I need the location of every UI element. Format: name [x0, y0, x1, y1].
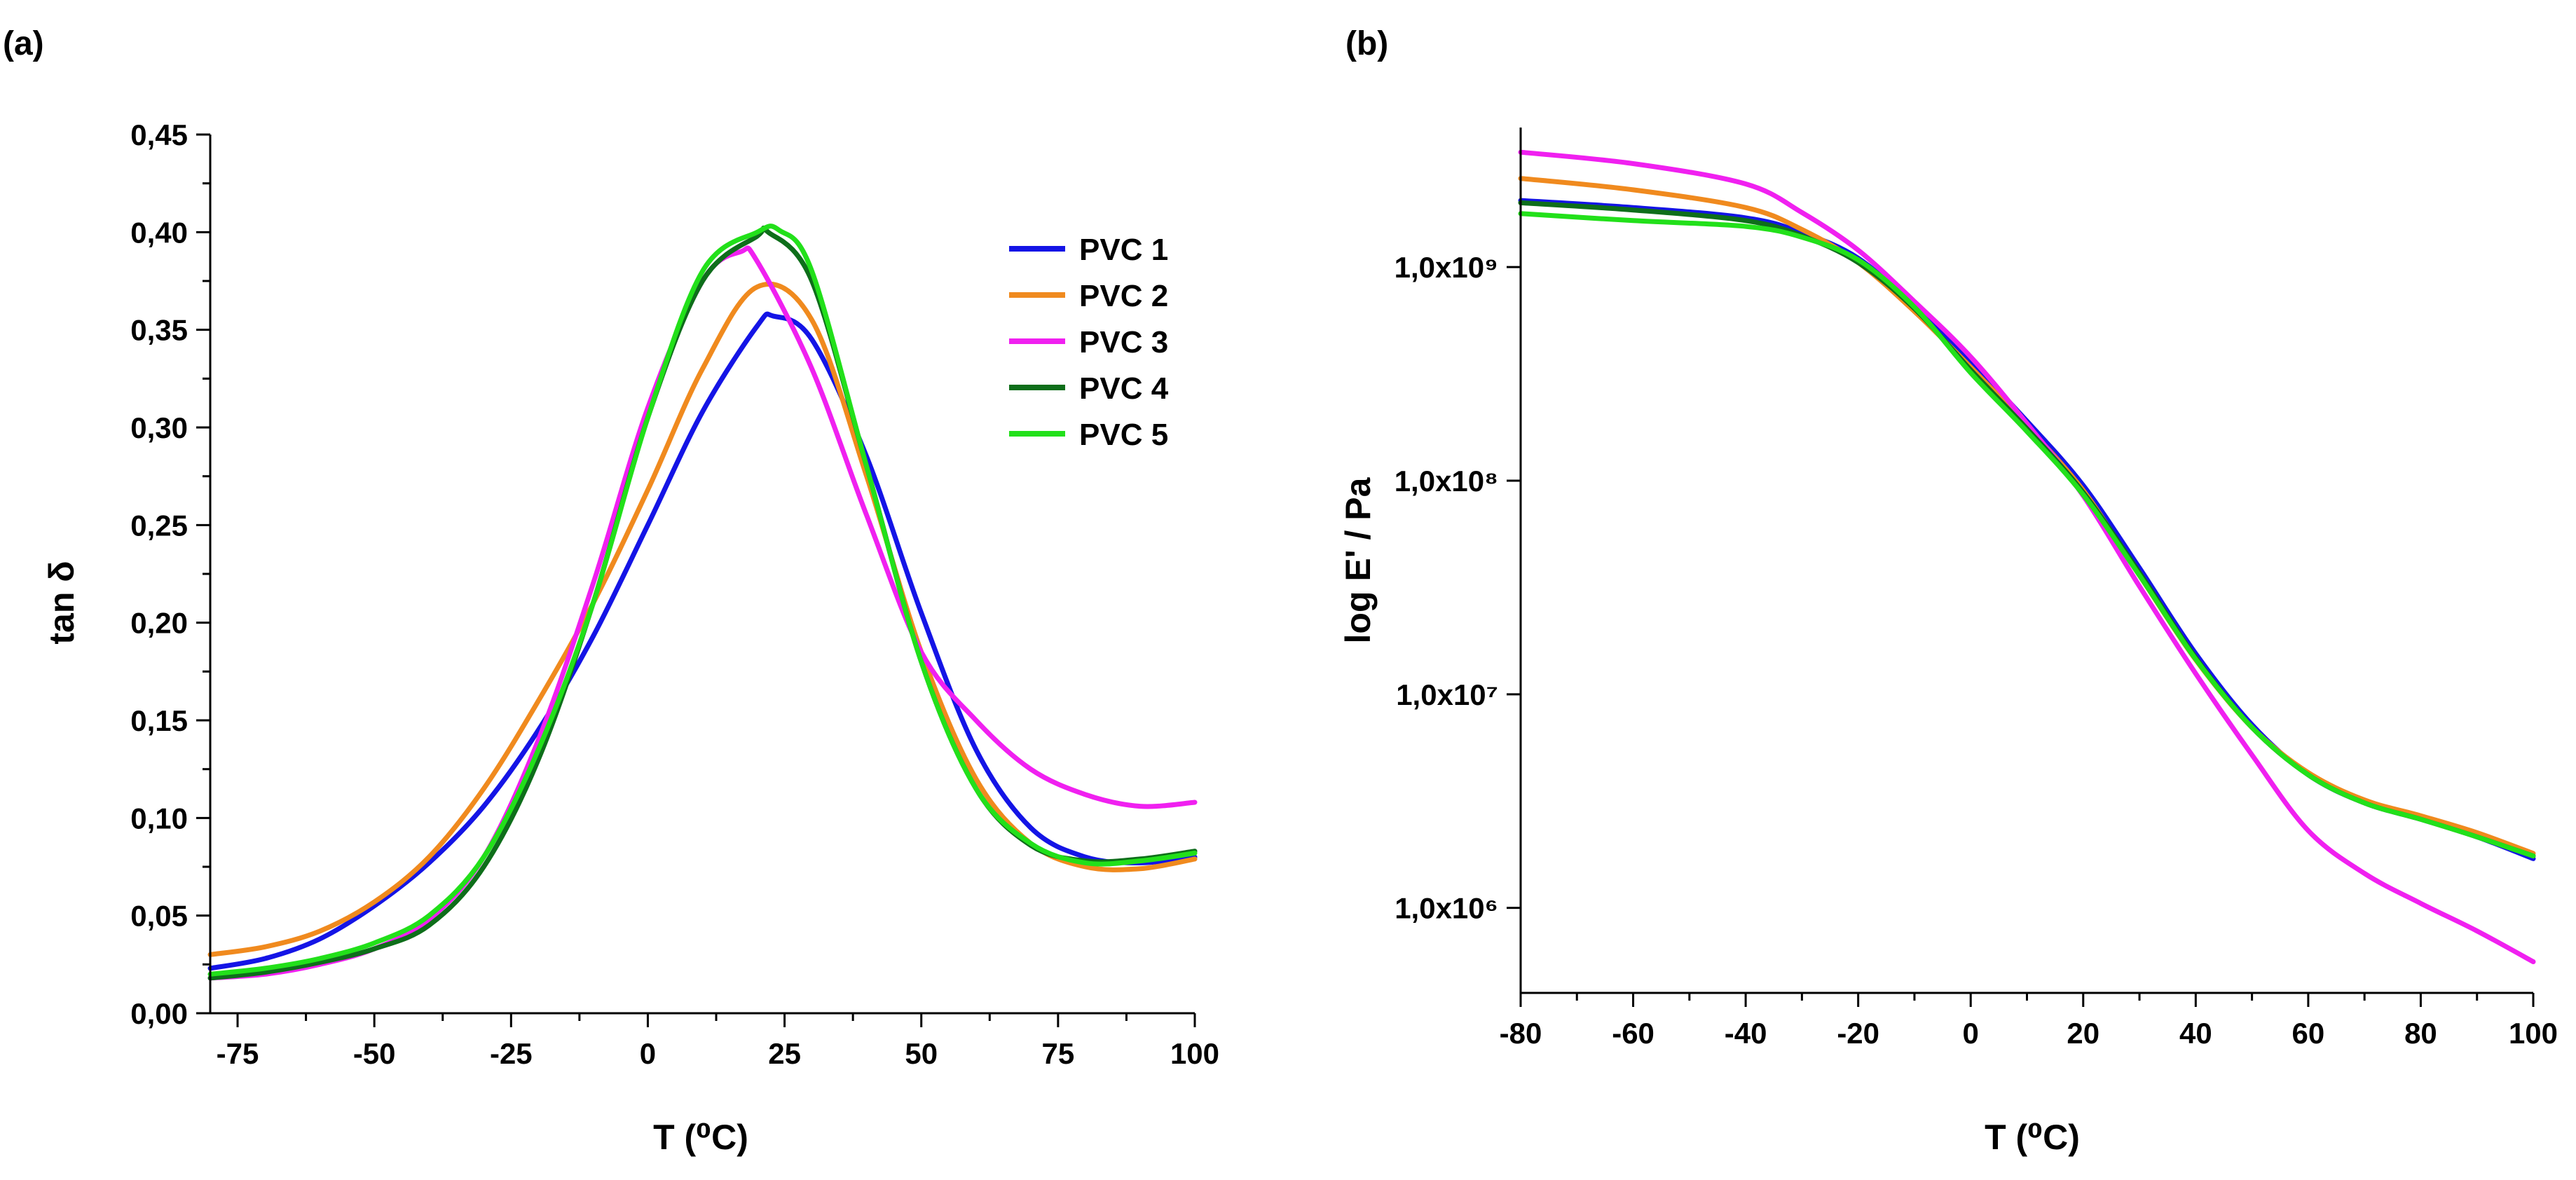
panel-a-x-tick-label: 0: [640, 1037, 656, 1070]
panel-a-series-line-1: [207, 311, 1198, 971]
panel-b-x-tick-label: -20: [1837, 1017, 1879, 1050]
panel-a-y-tick-label: 0,40: [130, 216, 188, 249]
panel-b-x-tick-label: 60: [2292, 1017, 2325, 1050]
panel-b-axes: -80 -60 -40 -20 0 20 40 60 80 100 1,0x10⁶ 1,0x10⁷ 1,…: [1395, 128, 2558, 1050]
panel-a-legend-label: PVC 5: [1079, 418, 1168, 452]
panel-a-x-tick-label: -25: [490, 1037, 533, 1070]
panel-a-y-tick-label: 0,25: [130, 509, 188, 542]
panel-b-x-tick-label: 20: [2067, 1017, 2099, 1050]
panel-b-x-tick-label: -80: [1500, 1017, 1542, 1050]
panel-b-y-tick-label: 1,0x10⁷: [1396, 678, 1498, 711]
panel-a-legend-label: PVC 3: [1079, 325, 1168, 359]
panel-b-series-line-4: [1518, 200, 2536, 859]
panel-a-series-group: [207, 224, 1198, 981]
panel-a-series-line-3: [207, 245, 1198, 981]
panel-b-x-tick-label: -40: [1725, 1017, 1767, 1050]
panel-a-y-tick-label: 0,10: [130, 802, 188, 835]
panel-a-legend-label: PVC 2: [1079, 279, 1168, 313]
panel-a-x-tick-label: 25: [768, 1037, 801, 1070]
panel-a-y-tick-label: 0,15: [130, 704, 188, 737]
panel-a-y-tick-label: 0,20: [130, 607, 188, 640]
panel-a-y-tick-label: 0,30: [130, 411, 188, 444]
panel-a-y-tick-label: 0,35: [130, 314, 188, 347]
panel-a-legend-label: PVC 4: [1079, 371, 1169, 406]
panel-a-label: (a): [3, 25, 44, 62]
panel-b-series-line-1: [1518, 198, 2536, 861]
panel-b-x-tick-label: 0: [1963, 1017, 1979, 1050]
panel-b-x-tick-label: 80: [2404, 1017, 2437, 1050]
panel-a-legend-label: PVC 1: [1079, 233, 1168, 267]
panel-b-x-tick-label: 40: [2179, 1017, 2212, 1050]
panel-a-series-line-5: [207, 224, 1198, 977]
panel-a-y-tick-label: 0,45: [130, 118, 188, 151]
panel-b-y-tick-label: 1,0x10⁹: [1395, 251, 1498, 284]
panel-b-x-tick-label: 100: [2509, 1017, 2558, 1050]
panel-b-series-line-5: [1518, 211, 2536, 859]
panel-b-y-axis-label: log E' / Pa: [1338, 476, 1378, 643]
panel-b-x-axis-label: T (⁰C): [1985, 1118, 2080, 1157]
panel-a-x-tick-label: 50: [905, 1037, 938, 1070]
panel-b-series-group: [1518, 149, 2536, 964]
panel-b-series-line-2: [1518, 176, 2536, 856]
panel-a-y-tick-label: 0,05: [130, 900, 188, 933]
panel-a-series-line-2: [207, 282, 1198, 957]
panel-a-x-tick-label: -75: [217, 1037, 259, 1070]
panel-a-legend: PVC 1 PVC 2 PVC 3 PVC 4 PVC 5: [1009, 233, 1169, 452]
panel-b-series-line-3: [1518, 149, 2536, 964]
panel-a-x-tick-label: -50: [353, 1037, 396, 1070]
panel-b-label: (b): [1345, 25, 1388, 62]
panel-a-y-tick-label: 0,00: [130, 997, 188, 1030]
panel-b-y-tick-label: 1,0x10⁶: [1395, 892, 1498, 925]
panel-a-chart: -75 -50 -25 0 25 50 75 100 0,00 0,05 0,10 0,15 0,20 0…: [42, 118, 1219, 1157]
panel-a-x-axis-label: T (⁰C): [653, 1118, 748, 1157]
panel-a-x-tick-label: 75: [1042, 1037, 1075, 1070]
panel-a-axes: -75 -50 -25 0 25 50 75 100 0,00 0,05 0,10 0,15 0,20 0…: [130, 118, 1219, 1070]
panel-b-chart: -80 -60 -40 -20 0 20 40 60 80 100 1,0x10⁶ 1,0x10⁷ 1,…: [1338, 128, 2558, 1157]
panel-b-y-tick-label: 1,0x10⁸: [1395, 465, 1498, 498]
panel-a-y-axis-label: tan δ: [42, 561, 81, 644]
panel-a-x-tick-label: 100: [1170, 1037, 1219, 1070]
panel-b-x-tick-label: -60: [1612, 1017, 1654, 1050]
